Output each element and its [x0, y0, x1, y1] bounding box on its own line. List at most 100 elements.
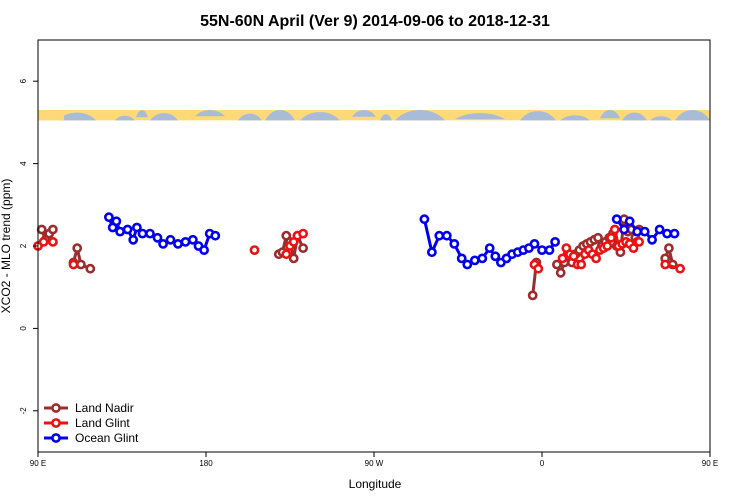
- band-ocean-patch: [455, 113, 505, 120]
- data-point-land-glint: [606, 232, 616, 243]
- data-point-land-glint: [591, 253, 601, 264]
- data-point-land-nadir: [85, 263, 96, 274]
- data-point-ocean-glint: [469, 255, 480, 266]
- data-point-land-nadir: [72, 243, 83, 253]
- data-point-ocean-glint: [544, 245, 555, 255]
- data-point-land-glint: [634, 236, 644, 247]
- x-tick-label: 0: [540, 459, 545, 468]
- data-point-land-glint: [533, 263, 544, 274]
- series-ocean-glint: [104, 212, 680, 270]
- legend-item-land-nadir: Land Nadir: [44, 401, 134, 415]
- data-point-ocean-glint: [669, 228, 680, 239]
- data-point-ocean-glint: [145, 228, 155, 239]
- data-point-ocean-glint: [449, 238, 460, 249]
- y-tick-label: -2: [19, 407, 28, 415]
- data-point-ocean-glint: [611, 214, 622, 225]
- x-axis-label: Longitude: [349, 477, 402, 491]
- data-point-ocean-glint: [490, 251, 501, 262]
- data-point-land-glint: [298, 228, 308, 239]
- data-point-ocean-glint: [426, 247, 437, 258]
- data-point-land-nadir: [664, 243, 674, 253]
- series-layer: [33, 212, 685, 301]
- data-point-ocean-glint: [639, 226, 650, 237]
- data-point-ocean-glint: [122, 224, 133, 235]
- data-point-ocean-glint: [434, 230, 445, 241]
- land-ocean-band: [38, 110, 710, 121]
- series-land-glint: [33, 224, 685, 274]
- x-tick-label: 90 W: [365, 459, 384, 468]
- data-point-ocean-glint: [199, 245, 209, 255]
- data-point-ocean-glint: [137, 228, 148, 239]
- y-tick-label: 0: [19, 326, 28, 331]
- data-point-ocean-glint: [550, 236, 560, 247]
- series-line-land-nadir: [72, 246, 91, 271]
- y-tick-label: 4: [19, 161, 28, 166]
- band-ocean-patch: [300, 112, 340, 121]
- data-point-ocean-glint: [484, 243, 495, 253]
- band-ocean-patch: [238, 113, 262, 121]
- band-ocean-patch: [395, 110, 445, 121]
- legend-swatch-marker: [51, 418, 61, 428]
- data-point-land-glint: [602, 241, 613, 251]
- data-point-land-nadir: [555, 267, 566, 278]
- data-point-ocean-glint: [187, 234, 198, 245]
- y-tick-label: 6: [19, 78, 28, 83]
- data-point-ocean-glint: [115, 226, 125, 237]
- data-point-ocean-glint: [152, 232, 163, 243]
- x-axis: 90 E 180 90 W 0 90 E: [30, 452, 718, 468]
- data-point-land-nadir: [36, 224, 47, 235]
- data-point-ocean-glint: [131, 222, 142, 233]
- data-point-ocean-glint: [104, 212, 114, 223]
- x-tick-label: 90 E: [702, 459, 718, 468]
- band-ocean-patch: [600, 110, 620, 119]
- data-point-land-glint: [68, 259, 79, 270]
- data-point-ocean-glint: [619, 224, 629, 235]
- band-ocean-patch: [520, 111, 556, 121]
- data-point-ocean-glint: [632, 226, 643, 237]
- data-point-ocean-glint: [111, 216, 122, 227]
- data-point-ocean-glint: [128, 234, 139, 245]
- data-point-land-nadir: [288, 253, 299, 264]
- y-axis: -2 0 2 4 6: [19, 78, 38, 414]
- legend-label: Ocean Glint: [75, 431, 139, 445]
- band-ocean-patch: [195, 110, 225, 117]
- band-ocean-patch: [136, 110, 148, 118]
- data-point-land-glint: [660, 259, 671, 270]
- legend-item-land-glint: Land Glint: [44, 416, 130, 430]
- data-point-land-nadir: [298, 243, 308, 253]
- data-point-ocean-glint: [654, 224, 665, 235]
- data-point-land-glint: [568, 251, 579, 262]
- data-point-ocean-glint: [477, 253, 488, 264]
- band-ocean-patch: [675, 110, 710, 121]
- data-point-land-glint: [609, 224, 620, 235]
- data-point-ocean-glint: [158, 238, 168, 249]
- data-point-ocean-glint: [173, 238, 183, 249]
- data-point-ocean-glint: [441, 230, 452, 241]
- data-point-land-nadir: [48, 224, 58, 235]
- data-point-land-nadir: [593, 232, 603, 243]
- data-point-land-glint: [557, 253, 568, 264]
- legend-swatch-marker: [51, 403, 61, 413]
- data-point-ocean-glint: [165, 234, 176, 245]
- data-point-land-glint: [576, 259, 587, 270]
- y-axis-label: XCO2 - MLO trend (ppm): [0, 179, 13, 314]
- data-point-land-glint: [38, 236, 49, 247]
- band-ocean-patch: [380, 114, 392, 121]
- band-land-patch: [38, 110, 64, 121]
- data-point-ocean-glint: [647, 234, 657, 245]
- y-tick-label: 2: [19, 243, 28, 248]
- x-tick-label: 90 E: [30, 459, 46, 468]
- data-point-land-glint: [48, 236, 58, 247]
- data-point-land-glint: [281, 249, 292, 260]
- band-ocean-patch: [265, 110, 295, 121]
- data-point-land-nadir: [527, 290, 538, 301]
- data-point-ocean-glint: [529, 238, 540, 249]
- band-ocean-patch: [352, 110, 376, 117]
- data-point-land-glint: [249, 245, 260, 255]
- legend-label: Land Nadir: [75, 401, 134, 415]
- data-point-ocean-glint: [462, 259, 473, 270]
- legend-item-ocean-glint: Ocean Glint: [44, 431, 139, 445]
- chart-title: 55N-60N April (Ver 9) 2014-09-06 to 2018…: [200, 13, 550, 30]
